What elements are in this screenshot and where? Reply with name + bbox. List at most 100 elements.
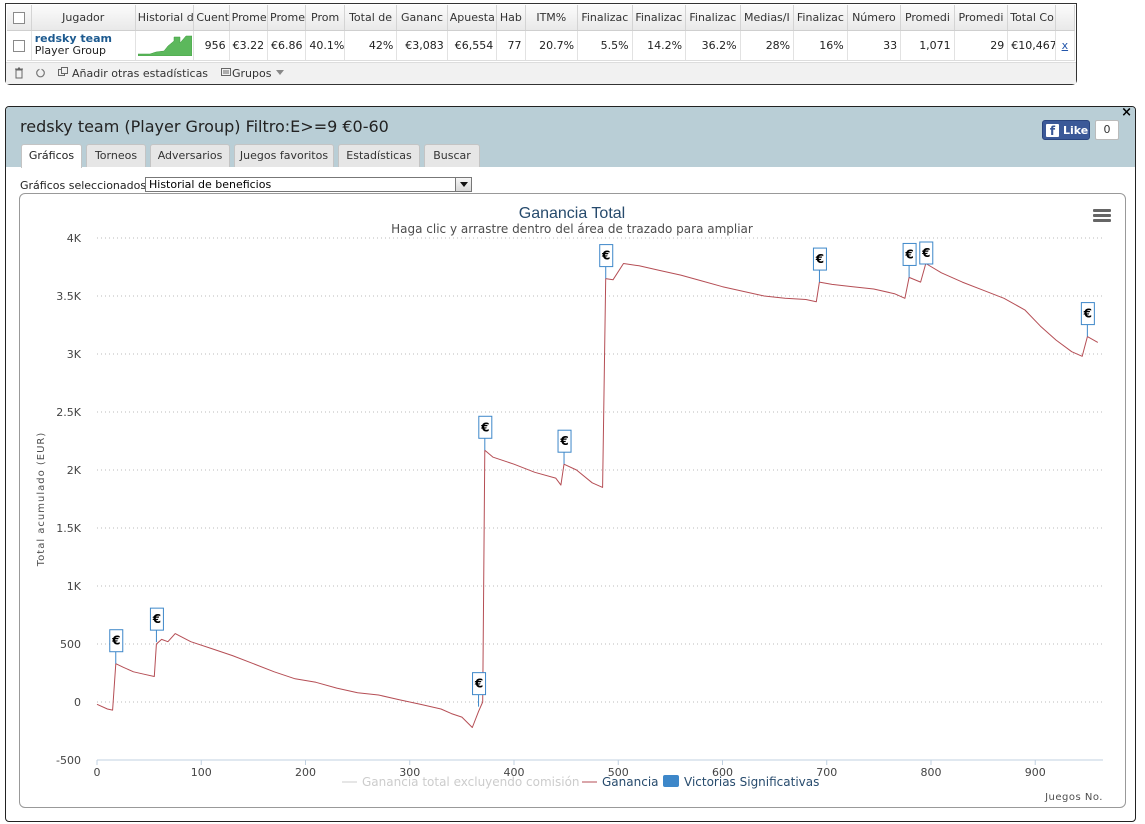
groups-icon[interactable] [221,67,231,81]
graph-select-dropdown[interactable]: Historial de beneficios [145,177,472,192]
chart-subtitle: Haga clic y arrastre dentro del área de … [391,222,753,236]
y-tick-label: 1.5K [56,522,81,535]
significant-win-marker[interactable]: € [557,429,572,465]
svg-text:€: € [474,677,483,691]
x-tick-label: 300 [399,766,420,779]
player-name-link[interactable]: redsky team [34,32,112,45]
x-tick-label: 900 [1025,766,1046,779]
history-sparkline [137,35,192,56]
add-stats-button[interactable]: Añadir otras estadísticas [72,67,209,80]
table-cell: 40.1% [305,30,345,61]
column-header[interactable]: Finalizac [577,5,633,31]
tab-graficos[interactable]: Gráficos [21,144,82,168]
y-tick-label: 0 [74,696,81,709]
facebook-icon: f [1046,124,1059,138]
facebook-like-label: Like [1063,124,1089,137]
column-header[interactable]: Cuent [193,5,230,31]
significant-win-marker[interactable]: € [812,247,827,283]
tab-estadisticas[interactable]: Estadísticas [338,144,420,167]
facebook-like-button[interactable]: f Like [1042,120,1090,140]
y-tick-label: 3K [67,348,82,361]
chevron-down-icon[interactable] [276,67,284,81]
table-cell: 28% [740,30,795,61]
column-header[interactable]: Gananc [396,5,448,31]
table-cell: 77 [496,30,526,61]
groups-button[interactable]: Grupos [232,67,272,80]
row-checkbox-cell[interactable] [7,30,32,61]
svg-text:€: € [1083,307,1092,321]
table-cell: 36.2% [685,30,741,61]
column-header[interactable]: Total Co [1007,5,1056,31]
svg-text:€: € [480,420,489,434]
legend-item-ganancia[interactable]: Ganancia [582,775,659,789]
page-title: redsky team (Player Group) Filtro:E>=9 €… [20,117,389,136]
svg-text:Ganancia: Ganancia [602,775,659,789]
chart-legend: Ganancia total excluyendo comisión Gananc… [342,775,819,789]
chart-container: -500 0 500 1K 1.5K 2K 2.5K 3K 3.5K 4K 0 100 200 300 40… [19,193,1126,808]
column-header[interactable]: Apuesta [447,5,498,31]
column-header[interactable]: Promedi [954,5,1009,31]
select-all-checkbox[interactable] [12,11,25,24]
column-header[interactable]: Finalizac [632,5,687,31]
column-header[interactable]: Hab [496,5,526,31]
column-header[interactable]: Medias/I [740,5,795,31]
column-header[interactable]: Prome [267,5,307,31]
trash-icon[interactable] [14,67,24,81]
column-header[interactable]: Jugador [31,5,136,31]
x-tick-label: 600 [712,766,733,779]
tab-juegos-favoritos[interactable]: Juegos favoritos [234,144,334,167]
table-cell: 14.2% [632,30,687,61]
y-tick-label: -500 [56,754,81,767]
svg-text:€: € [904,247,913,261]
add-stats-icon[interactable] [58,67,68,81]
significant-win-marker[interactable]: € [902,242,917,278]
significant-win-marker[interactable]: € [919,241,934,265]
y-tick-label: 500 [60,638,81,651]
remove-column-header [1055,5,1076,31]
tab-buscar[interactable]: Buscar [424,144,480,167]
significant-win-marker[interactable]: € [1080,302,1095,337]
legend-item-excl-commission[interactable]: Ganancia total excluyendo comisión [342,775,580,789]
table-cell: 29 [954,30,1009,61]
x-tick-label: 200 [295,766,316,779]
row-checkbox[interactable] [12,39,25,52]
column-header[interactable]: Historial d [135,5,195,31]
column-header[interactable]: Promedi [900,5,955,31]
remove-row-cell: x [1055,30,1076,61]
series-line-ganancia[interactable] [96,263,1099,728]
profit-history-chart[interactable]: -500 0 500 1K 1.5K 2K 2.5K 3K 3.5K 4K 0 100 200 300 40… [20,194,1127,809]
refresh-icon[interactable] [35,67,46,81]
significant-wins-markers: € € € € € € € € € € [109,241,1095,707]
column-header[interactable]: Finalizac [685,5,741,31]
column-header[interactable]: ITM% [525,5,579,31]
x-tick-label: 700 [816,766,837,779]
y-axis-label: Total acumulado (EUR) [36,432,47,568]
select-all-checkbox-cell[interactable] [7,5,32,31]
x-tick-label: 0 [94,766,101,779]
significant-win-marker[interactable]: € [599,244,614,279]
significant-win-marker[interactable]: € [109,629,124,664]
remove-row-link[interactable]: x [1061,38,1069,52]
column-header[interactable]: Prome [229,5,269,31]
chart-title: Ganancia Total [519,205,625,222]
column-header[interactable]: Número [847,5,902,31]
column-header[interactable]: Finalizac [793,5,848,31]
svg-text:€: € [815,252,824,266]
significant-win-marker[interactable]: € [478,415,493,451]
tab-torneos[interactable]: Torneos [86,144,146,167]
chevron-down-icon[interactable] [455,178,471,191]
close-icon[interactable]: × [1121,105,1132,120]
stats-toolbar: Añadir otras estadísticas Grupos [6,62,1076,84]
significant-win-marker[interactable]: € [149,607,164,643]
x-tick-label: 100 [191,766,212,779]
significant-win-marker[interactable]: € [472,672,487,707]
tab-adversarios[interactable]: Adversarios [150,144,230,167]
column-header[interactable]: Total de [344,5,398,31]
column-header[interactable]: Prom [305,5,345,31]
facebook-like-count: 0 [1095,120,1119,140]
chart-menu-icon[interactable] [1093,209,1111,223]
table-cell: 42% [344,30,398,61]
legend-item-victorias[interactable]: Victorias Significativas [663,775,819,789]
x-tick-label: 800 [920,766,941,779]
graph-select-value: Historial de beneficios [149,178,272,191]
